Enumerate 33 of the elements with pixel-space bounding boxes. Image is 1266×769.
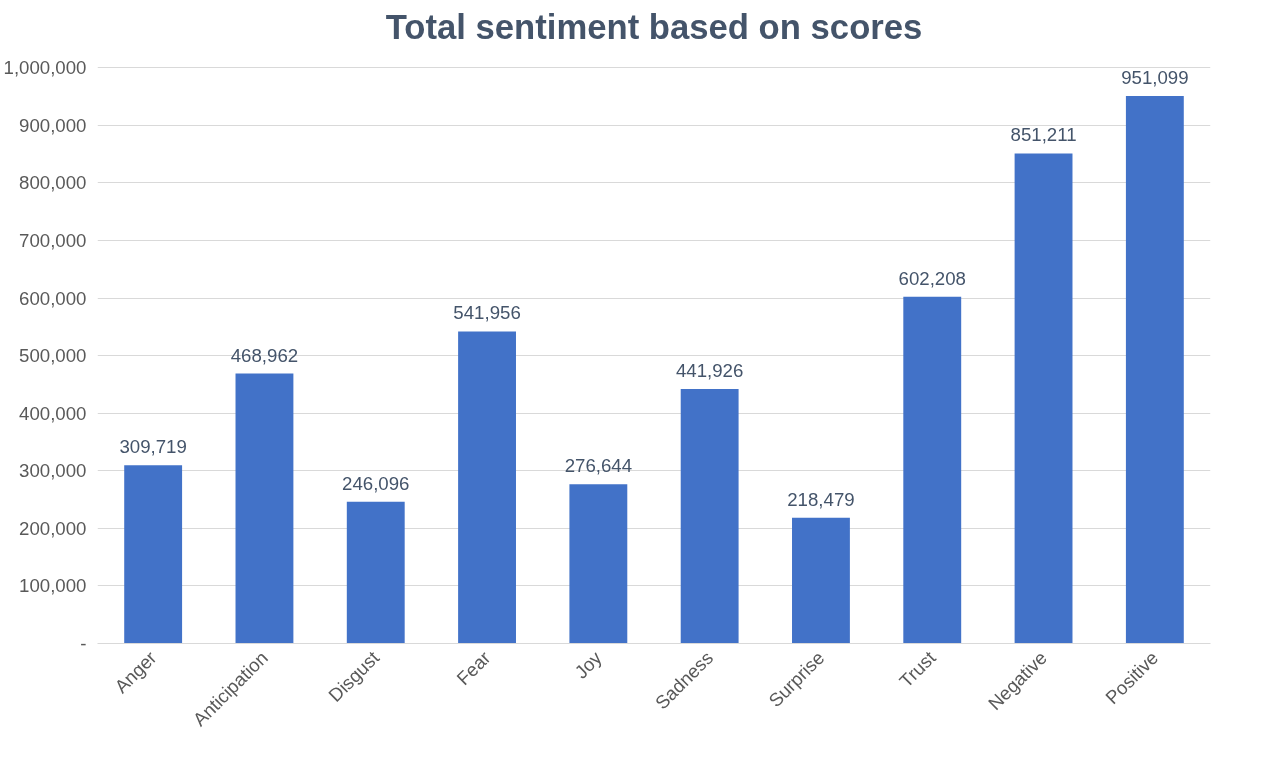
- bar: [346, 501, 405, 644]
- data-label: 218,479: [787, 488, 855, 510]
- bar: [569, 484, 628, 644]
- y-tick-label: 300,000: [19, 460, 87, 482]
- y-tick-label: 900,000: [19, 114, 87, 136]
- data-label: 276,644: [564, 455, 633, 477]
- bar: [1014, 153, 1073, 644]
- y-tick-label: 1,000,000: [3, 57, 87, 79]
- y-tick-label: 800,000: [19, 172, 87, 194]
- data-label: 441,926: [675, 360, 744, 382]
- y-tick-label: -: [80, 633, 87, 654]
- y-tick-label: 700,000: [19, 229, 87, 251]
- bar: [235, 373, 294, 644]
- data-label: 468,962: [230, 344, 299, 366]
- bar: [124, 465, 183, 644]
- bar: [1125, 95, 1184, 644]
- y-tick-label: 600,000: [19, 287, 87, 309]
- y-tick-label: 100,000: [19, 575, 87, 597]
- y-tick-label: 200,000: [19, 517, 87, 539]
- data-label: 951,099: [1121, 66, 1189, 88]
- x-tick-label: Joy: [570, 646, 607, 683]
- y-tick-label: 400,000: [19, 402, 87, 424]
- y-tick-label: 500,000: [19, 345, 87, 367]
- bar: [458, 331, 516, 644]
- bar: [792, 517, 850, 644]
- data-label: 246,096: [342, 472, 410, 494]
- data-label: 851,211: [1010, 124, 1077, 146]
- bar: [680, 389, 739, 644]
- bar: [903, 296, 962, 644]
- data-label: 602,208: [898, 267, 966, 289]
- chart-title: Total sentiment based on scores: [385, 7, 923, 46]
- data-label: 309,719: [119, 436, 187, 458]
- data-label: 541,956: [453, 302, 521, 324]
